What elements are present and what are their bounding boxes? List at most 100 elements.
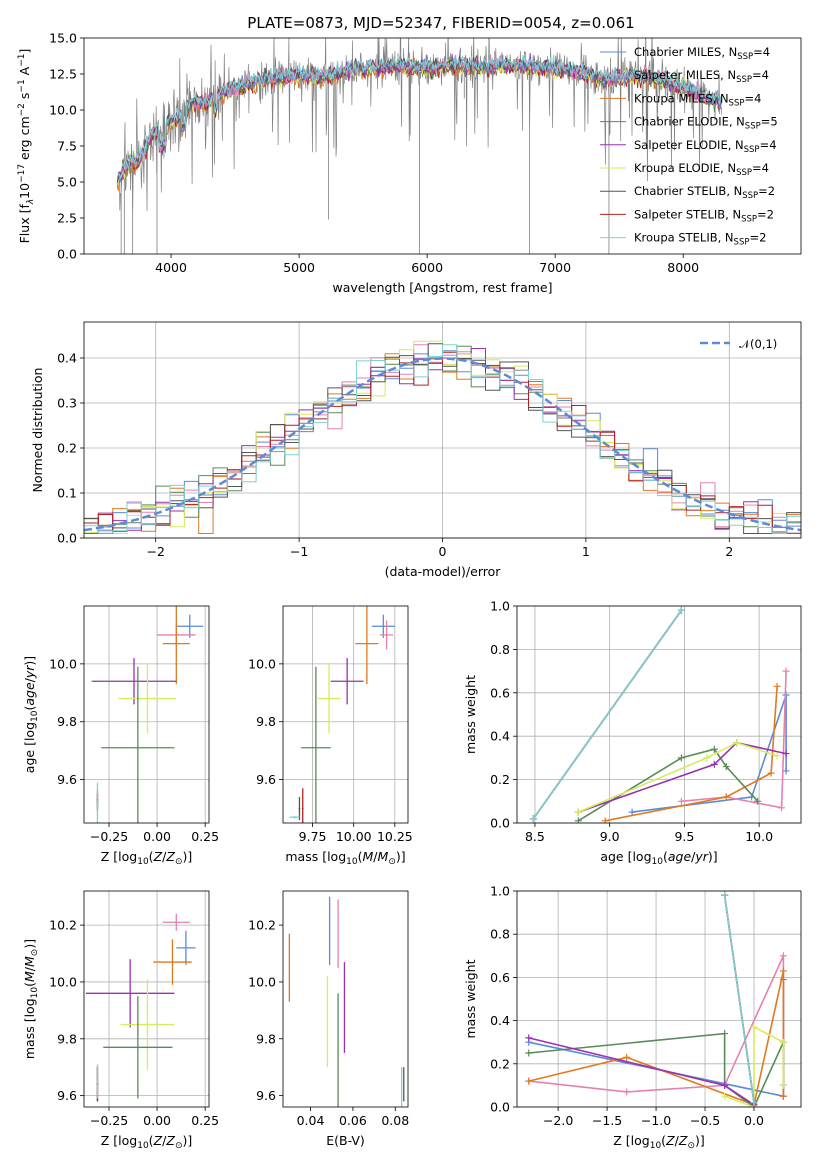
- y-tick-label: 0.2: [490, 1056, 510, 1071]
- x-tick-label: 0.04: [297, 1113, 325, 1128]
- age_vs_Z-grid: [84, 606, 209, 823]
- legend-label-salpeter_miles: Salpeter MILES, NSSP=4: [634, 68, 769, 85]
- x-tick-label: 0.06: [339, 1113, 367, 1128]
- mass-weight-marker-kroupa_elodie: [779, 1081, 787, 1089]
- legend-subscript: SSP: [741, 214, 757, 224]
- mass-weight-marker-chabrier_elodie: [677, 754, 685, 762]
- mass-weight-marker-chabrier_elodie: [721, 1030, 729, 1038]
- mass_weight_vs_Z-data: [525, 891, 787, 1107]
- x-axis-label: (data-model)/error: [385, 564, 502, 579]
- legend-label-chabrier_stelib: Chabrier STELIB, NSSP=2: [634, 184, 775, 201]
- legend-suffix: =4: [760, 138, 777, 152]
- x-tick-label: 5000: [283, 260, 315, 275]
- mass_vs_Z-axes: −0.25 0.00 0.25 9.6 9.8 10.0 10.2 Z [log10(Z/Z⊙…: [22, 890, 219, 1151]
- mass-weight-marker-kroupa_elodie: [750, 1023, 758, 1031]
- age_vs_Z-frame: [83, 605, 210, 824]
- mass_vs_ebv-axes: 0.04 0.06 0.08 9.6 9.8 10.0 10.2 E(B-V): [248, 890, 409, 1148]
- mass-weight-marker-salpeter_elodie: [721, 1081, 729, 1089]
- mass-weight-line-salpeter_elodie: [528, 1037, 755, 1106]
- x-tick-label: 9.5: [674, 829, 694, 844]
- x-tick-label: 8.5: [525, 829, 545, 844]
- age_vs_Z-axes: −0.25 0.00 0.25 9.6 9.8 10.0 Z [log10(Z/Z⊙)] ag…: [22, 605, 219, 867]
- normal-distribution-curve: [84, 357, 801, 532]
- legend-subscript: SSP: [734, 238, 750, 248]
- mass-weight-marker-chabrier_elodie: [525, 1049, 533, 1057]
- legend-suffix: =2: [758, 184, 775, 198]
- legend-suffix: =2: [749, 231, 766, 245]
- legend-label-kroupa_stelib: Kroupa STELIB, NSSP=2: [634, 231, 766, 248]
- mass-weight-marker-kroupa_miles: [722, 793, 730, 801]
- mass-weight-line-kroupa_stelib: [532, 609, 683, 820]
- x-tick-label: −2.0: [543, 1113, 573, 1128]
- mass_vs_ebv-frame: [282, 890, 409, 1108]
- y-tick-label: 10.0: [49, 103, 77, 118]
- y-axis-label: mass weight: [463, 675, 478, 754]
- residuals-axes: −2 −1 0 1 2 0.0 0.1 0.2 0.3 0.4 (data-model)/error…: [30, 321, 802, 579]
- legend-subscript: SSP: [744, 145, 760, 155]
- y-tick-label: 10.0: [248, 656, 276, 671]
- y-tick-label: 0.1: [57, 486, 77, 501]
- y-tick-label: 10.2: [49, 918, 77, 933]
- mass_vs_Z-data: [85, 913, 196, 1102]
- mass-weight-line-kroupa_stelib: [723, 895, 755, 1103]
- y-tick-label: 0.0: [57, 531, 77, 546]
- y-tick-label: 9.6: [57, 1088, 77, 1103]
- mass-weight-marker-chabrier_elodie: [710, 745, 718, 753]
- x-tick-label: −0.25: [90, 1113, 128, 1128]
- x-tick-label: 6000: [411, 260, 443, 275]
- x-axis-label: E(B-V): [326, 1133, 365, 1148]
- y-tick-label: 9.8: [256, 714, 276, 729]
- mass-weight-line-chabrier_miles: [631, 694, 787, 813]
- mass-weight-line-kroupa_miles: [605, 686, 778, 822]
- mass-weight-marker-salpeter_miles: [782, 667, 790, 675]
- mass-weight-marker-kroupa_stelib: [677, 606, 685, 614]
- y-tick-label: 0.6: [490, 685, 510, 700]
- x-tick-label: 0.08: [381, 1113, 409, 1128]
- x-axis-label: wavelength [Angstrom, rest frame]: [332, 280, 552, 295]
- mass-weight-marker-kroupa_elodie: [733, 739, 741, 747]
- x-axis-label: Z [log10(Z/Z⊙)]: [101, 1133, 193, 1151]
- legend-suffix: =4: [744, 91, 761, 105]
- y-tick-label: 0.3: [57, 396, 77, 411]
- x-tick-label: 0.0: [744, 1113, 764, 1128]
- residuals-data: [84, 340, 801, 534]
- y-tick-label: 5.0: [57, 175, 77, 190]
- y-tick-label: 0.4: [490, 729, 510, 744]
- mass-weight-marker-chabrier_elodie: [754, 797, 762, 805]
- age_vs_mass-frame: [282, 605, 409, 824]
- spectrum-frame: [83, 37, 802, 255]
- y-tick-label: 9.8: [57, 1031, 77, 1046]
- legend-label-salpeter_stelib: Salpeter STELIB, NSSP=2: [634, 207, 774, 224]
- x-tick-label: 0.00: [143, 829, 171, 844]
- residuals-legend: 𝒩(0,1): [700, 337, 777, 351]
- age_vs_mass-grid: [283, 606, 408, 823]
- mass-weight-marker-salpeter_miles: [623, 1088, 631, 1096]
- y-tick-label: 0.0: [490, 1100, 510, 1115]
- y-tick-label: 9.6: [256, 772, 276, 787]
- y-tick-label: 10.0: [49, 656, 77, 671]
- y-tick-label: 10.2: [248, 918, 276, 933]
- x-tick-label: 9.75: [299, 829, 327, 844]
- x-axis-label: Z [log10(Z/Z⊙)]: [613, 1133, 705, 1151]
- mass-weight-marker-kroupa_stelib: [750, 1099, 758, 1107]
- legend-suffix: =4: [752, 161, 769, 175]
- y-tick-label: 0.2: [490, 772, 510, 787]
- y-tick-label: 0.4: [57, 351, 77, 366]
- x-axis-label: mass [log10(M/M⊙)]: [285, 849, 405, 867]
- mass-weight-line-kroupa_elodie: [577, 741, 778, 813]
- legend-label-chabrier_miles: Chabrier MILES, NSSP=4: [634, 45, 770, 62]
- mass-weight-marker-salpeter_elodie: [710, 760, 718, 768]
- model-spectrum-line-kroupa_stelib: [116, 54, 723, 179]
- figure-title: PLATE=0873, MJD=52347, FIBERID=0054, z=0…: [247, 14, 634, 32]
- y-tick-label: 9.8: [57, 714, 77, 729]
- mass_weight_vs_age-data: [529, 606, 790, 823]
- y-axis-label: mass [log10(M/M⊙)]: [22, 939, 40, 1059]
- y-axis-label: Normed distribution: [30, 368, 45, 493]
- x-tick-label: 0.25: [191, 829, 219, 844]
- y-tick-label: 0.8: [490, 927, 510, 942]
- mass-weight-marker-kroupa_miles: [767, 769, 775, 777]
- legend-label-salpeter_elodie: Salpeter ELODIE, NSSP=4: [634, 138, 777, 155]
- mass-weight-marker-kroupa_stelib: [721, 891, 729, 899]
- age_vs_mass-data: [289, 606, 395, 823]
- spectrum-axes: 4000 5000 6000 7000 8000 0.0 2.5 5.0 7.5 10.0 12.5…: [17, 31, 802, 295]
